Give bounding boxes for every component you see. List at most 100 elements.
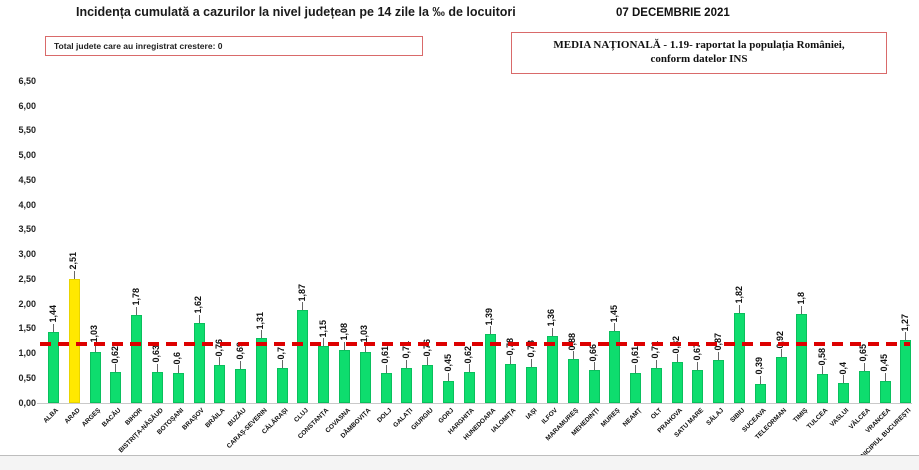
county-label: DOLJ	[375, 407, 394, 425]
bar	[858, 370, 870, 403]
value-label-leader-line	[448, 372, 449, 381]
bar	[796, 313, 808, 403]
bar-value-label: 2,51	[68, 252, 79, 270]
value-label-leader-line	[468, 364, 470, 373]
bar-value-label: 1,15	[317, 319, 328, 338]
bar-value-label: 0,58	[816, 347, 827, 366]
value-label-leader-line	[427, 357, 429, 366]
bar	[630, 372, 642, 403]
y-axis-tick-label: 2,00	[18, 298, 36, 309]
bar	[609, 331, 621, 403]
bar-value-label: 0,62	[109, 345, 120, 364]
national-average-line	[40, 342, 910, 347]
value-label-leader-line	[905, 332, 907, 341]
value-label-leader-line	[302, 302, 304, 311]
value-label-leader-line	[863, 362, 865, 371]
county-label: SIBIU	[729, 407, 747, 425]
value-label-leader-line	[219, 357, 221, 366]
bar	[817, 374, 829, 403]
bar	[48, 331, 59, 403]
county-label: TIMIȘ	[791, 407, 809, 425]
value-label-leader-line	[676, 354, 678, 363]
bar-value-label: 0,65	[858, 344, 869, 362]
bar	[380, 372, 392, 403]
bar	[838, 383, 850, 403]
county-label: TULCEA	[806, 407, 830, 431]
bar-value-label: 0,6	[172, 351, 183, 365]
value-label-leader-line	[510, 356, 512, 365]
national-average-line2: conform datelor INS	[650, 53, 748, 65]
bar-value-label: 1,03	[359, 325, 370, 344]
bar	[443, 380, 454, 403]
value-label-leader-line	[136, 306, 138, 315]
bar	[713, 359, 725, 403]
value-label-leader-line	[718, 351, 720, 360]
bar	[151, 371, 163, 403]
value-label-leader-line	[780, 349, 782, 358]
value-label-leader-line	[655, 359, 657, 368]
x-axis-line	[37, 403, 912, 404]
bar-value-label: 1,39	[484, 307, 495, 326]
bar-value-label: 0,66	[588, 343, 599, 362]
y-axis-tick-label: 4,00	[18, 199, 36, 210]
value-label-leader-line	[406, 359, 408, 368]
county-label: ARAD	[63, 407, 82, 426]
bar	[526, 366, 538, 403]
bar-value-label: 0,62	[463, 345, 474, 364]
bar	[359, 352, 371, 403]
chart-title: Incidența cumulată a cazurilor la nivel …	[76, 5, 516, 19]
county-label: ILFOV	[540, 407, 560, 426]
bar-value-label: 1,82	[733, 286, 744, 304]
value-label-leader-line	[73, 270, 75, 279]
bottom-divider	[0, 455, 919, 456]
bar	[734, 312, 746, 403]
y-axis-tick-label: 1,00	[18, 348, 36, 358]
bar-value-label: 0,61	[380, 346, 391, 364]
value-label-leader-line	[531, 358, 533, 367]
growth-counties-box: Total judete care au inregistrat crester…	[45, 36, 423, 56]
bar	[671, 362, 683, 403]
bar	[110, 372, 122, 403]
value-label-leader-line	[260, 330, 262, 339]
bar-value-label: 1,03	[89, 325, 100, 344]
county-label: CLUJ	[292, 407, 310, 424]
value-label-leader-line	[385, 364, 387, 373]
county-label: ARGEȘ	[80, 407, 103, 429]
county-label: IAȘI	[524, 407, 539, 421]
value-label-leader-line	[115, 364, 117, 373]
bar-value-label: 0,45	[879, 354, 890, 372]
bar	[546, 335, 558, 403]
bar	[318, 346, 330, 403]
bar	[692, 369, 704, 403]
bar	[900, 340, 912, 403]
bar	[775, 357, 787, 403]
bar	[297, 310, 309, 403]
bar-value-label: 1,8	[795, 292, 806, 305]
bar	[131, 314, 143, 403]
bar	[484, 334, 496, 403]
value-label-leader-line	[822, 366, 824, 375]
bar	[650, 367, 662, 403]
bar	[339, 349, 351, 403]
bar-value-label: 1,08	[338, 323, 349, 341]
bar-value-label: 0,63	[151, 345, 162, 363]
bar	[89, 352, 101, 403]
value-label-leader-line	[884, 372, 886, 381]
growth-counties-label: Total judete care au inregistrat crester…	[54, 41, 223, 51]
value-label-leader-line	[572, 351, 574, 360]
bar	[463, 372, 475, 403]
county-label: BACĂU	[101, 407, 123, 429]
y-axis-tick-label: 4,50	[18, 174, 36, 185]
bar	[879, 380, 891, 403]
bottom-strip	[0, 456, 919, 470]
bar-value-label: 1,27	[899, 313, 910, 332]
county-label: BIHOR	[123, 407, 144, 427]
national-average-box: MEDIA NAȚIONALĂ - 1.19- raportat la popu…	[511, 32, 887, 74]
bar	[255, 338, 267, 403]
y-axis-tick-label: 2,50	[18, 273, 36, 284]
value-label-leader-line	[198, 314, 200, 323]
value-label-leader-line	[323, 338, 325, 347]
value-label-leader-line	[281, 360, 283, 369]
y-axis-tick-label: 3,50	[18, 224, 36, 235]
